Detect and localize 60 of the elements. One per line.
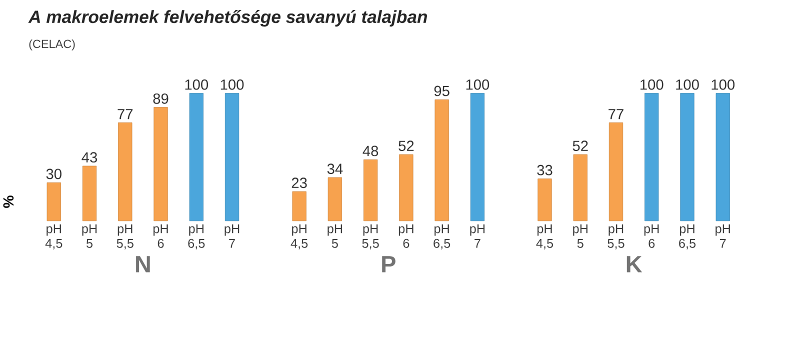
data-label: 100 [712, 80, 735, 90]
data-label: 30 [46, 168, 62, 180]
x-axis-title: N [136, 256, 150, 272]
x-tick-label: pH 6 [398, 224, 414, 248]
x-tick-label: pH 7 [224, 224, 240, 248]
x-tick-label: pH 4,5 [536, 224, 554, 250]
bar [292, 191, 306, 222]
data-label: 77 [608, 109, 624, 120]
bar [399, 154, 414, 222]
bar [82, 166, 97, 222]
y-axis-title: % [3, 196, 14, 208]
data-label: 33 [537, 165, 552, 176]
bar [434, 100, 449, 222]
bar [224, 93, 240, 222]
data-label: 52 [398, 140, 414, 152]
data-label: 23 [292, 178, 307, 188]
bar [189, 93, 204, 222]
x-axis-title: K [626, 256, 642, 272]
x-tick-label: pH 7 [716, 224, 730, 248]
x-tick-label: pH 5 [573, 224, 588, 248]
bar [470, 93, 485, 222]
x-tick-label: pH 5 [328, 224, 342, 248]
data-label: 100 [466, 80, 490, 90]
data-label: 34 [327, 164, 343, 174]
x-tick-label: pH 6,5 [434, 224, 450, 250]
bar [364, 160, 378, 222]
data-label: 52 [572, 140, 588, 152]
x-tick-label: pH 4,5 [45, 224, 62, 250]
bar [154, 107, 168, 222]
x-tick-label: pH 7 [470, 224, 485, 248]
bar [608, 122, 624, 222]
x-tick-label: pH 5,5 [608, 224, 624, 250]
data-label: 89 [153, 94, 168, 104]
bar [716, 93, 730, 222]
data-label: 43 [82, 152, 98, 163]
data-label: 100 [185, 80, 208, 90]
bar [573, 154, 588, 222]
bar [328, 177, 342, 222]
x-tick-label: pH 5 [82, 224, 97, 248]
data-label: 48 [362, 146, 378, 156]
data-label: 95 [434, 86, 450, 96]
bar [644, 93, 659, 222]
bar [46, 182, 61, 222]
x-tick-label: pH 6 [644, 224, 659, 248]
x-axis-title: P [382, 256, 396, 272]
data-label: 100 [640, 80, 664, 90]
x-tick-label: pH 5,5 [116, 224, 134, 250]
data-label: 100 [220, 80, 244, 90]
data-label: 77 [118, 109, 133, 120]
chart-subtitle: (CELAC) [29, 40, 75, 51]
data-label: 100 [676, 80, 699, 90]
bar [118, 122, 132, 222]
chart-title: A makroelemek felvehetősége savanyú talajban [28, 10, 428, 27]
x-tick-label: pH 5,5 [362, 224, 379, 250]
x-tick-label: pH 6 [153, 224, 168, 248]
bar [680, 93, 694, 222]
x-tick-label: pH 6,5 [188, 224, 205, 250]
bar [538, 178, 552, 222]
x-tick-label: pH 4,5 [290, 224, 308, 250]
x-tick-label: pH 6,5 [679, 224, 696, 250]
